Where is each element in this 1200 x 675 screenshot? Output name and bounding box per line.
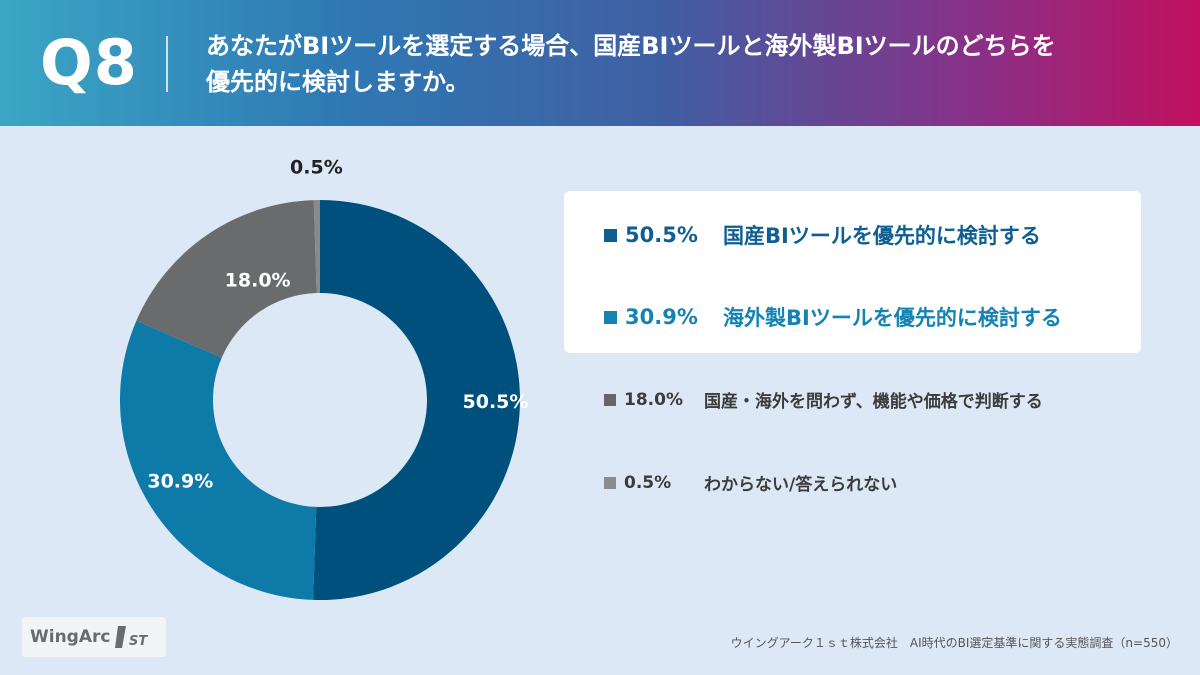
legend-pct-domestic: 50.5% bbox=[625, 223, 698, 247]
legend-swatch-overseas bbox=[604, 310, 617, 324]
header-divider bbox=[166, 36, 168, 92]
logo-text: WingArc bbox=[30, 627, 111, 647]
source-note: ウイングアーク１ｓｔ株式会社 AI時代のBI選定基準に関する実態調査（n=550… bbox=[730, 636, 1178, 650]
legend-text-unknown: わからない/答えられない bbox=[704, 475, 898, 495]
company-logo: WingArc ST bbox=[22, 617, 166, 657]
donut-label-unknown: 0.5% bbox=[290, 157, 343, 179]
legend-item-domestic: 50.5% 国産BIツールを優先的に検討する bbox=[604, 220, 1041, 250]
legend-item-either: 18.0% 国産・海外を問わず、機能や価格で判断する bbox=[604, 387, 1043, 412]
donut-labels: 50.5% 30.9% 18.0% 0.5% bbox=[147, 157, 528, 493]
donut-label-domestic: 50.5% bbox=[463, 391, 529, 413]
legend-pct-overseas: 30.9% bbox=[625, 305, 698, 329]
legend-pct-unknown: 0.5% bbox=[624, 472, 672, 493]
question-line-2: 優先的に検討しますか。 bbox=[206, 68, 470, 96]
legend-swatch-domestic bbox=[604, 228, 617, 242]
donut-segment-overseas bbox=[119, 320, 317, 600]
donut-segments bbox=[119, 200, 520, 600]
legend-pct-either: 18.0% bbox=[624, 389, 683, 410]
question-line-1: あなたがBIツールを選定する場合、国産BIツールと海外製BIツールのどちらを bbox=[206, 32, 1056, 60]
logo-1st-mark: ST bbox=[115, 626, 149, 649]
question-text: あなたがBIツールを選定する場合、国産BIツールと海外製BIツールのどちらを 優… bbox=[206, 28, 1126, 100]
donut-segment-unknown bbox=[313, 200, 320, 294]
donut-chart: 50.5% 30.9% 18.0% 0.5% bbox=[119, 157, 528, 600]
svg-text:ST: ST bbox=[129, 634, 148, 649]
legend-text-either: 国産・海外を問わず、機能や価格で判断する bbox=[704, 392, 1043, 412]
legend-swatch-unknown bbox=[604, 476, 616, 489]
legend-text-overseas: 海外製BIツールを優先的に検討する bbox=[723, 306, 1062, 330]
donut-segment-either bbox=[136, 200, 317, 358]
legend-highlight-box bbox=[564, 191, 1141, 353]
donut-label-either: 18.0% bbox=[225, 270, 291, 292]
donut-segment-domestic bbox=[313, 200, 520, 600]
legend-item-overseas: 30.9% 海外製BIツールを優先的に検討する bbox=[604, 302, 1062, 332]
header-banner: Q8 あなたがBIツールを選定する場合、国産BIツールと海外製BIツールのどちら… bbox=[0, 0, 1200, 126]
legend-item-unknown: 0.5% わからない/答えられない bbox=[604, 470, 897, 495]
legend-swatch-either bbox=[604, 393, 616, 406]
donut-label-overseas: 30.9% bbox=[147, 471, 213, 493]
question-number: Q8 bbox=[40, 26, 138, 99]
legend-text-domestic: 国産BIツールを優先的に検討する bbox=[723, 224, 1041, 248]
